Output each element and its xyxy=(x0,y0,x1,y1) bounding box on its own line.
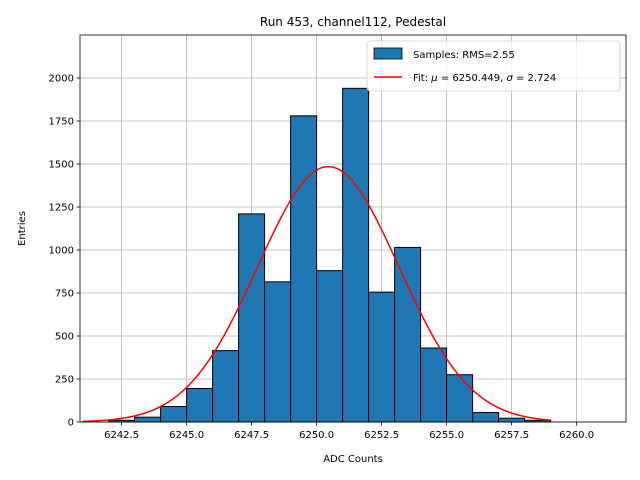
histogram-bar xyxy=(134,416,162,423)
y-axis: 0 250 500 750 1000 1250 1500 1750 2000 xyxy=(49,74,80,429)
histogram-bar xyxy=(212,350,240,423)
y-tick-label: 1500 xyxy=(49,160,74,171)
x-tick-label: 6245.0 xyxy=(169,430,204,441)
histogram-bar xyxy=(446,374,474,423)
histogram-bar xyxy=(238,213,266,423)
x-tick-label: 6250.0 xyxy=(299,430,334,441)
legend-fit-sigma-symbol: σ xyxy=(506,73,513,84)
x-tick-label: 6247.5 xyxy=(234,430,269,441)
histogram-bar xyxy=(472,412,500,423)
legend-swatch-samples xyxy=(373,47,403,60)
y-tick-label: 500 xyxy=(55,332,74,343)
y-tick-label: 1000 xyxy=(49,246,74,257)
x-tick-label: 6252.5 xyxy=(364,430,399,441)
histogram-bar xyxy=(394,246,422,423)
y-tick-label: 1250 xyxy=(49,203,74,214)
histogram-bar xyxy=(420,347,448,423)
chart-title: Run 453, channel112, Pedestal xyxy=(260,15,446,29)
y-tick-label: 2000 xyxy=(49,74,74,85)
histogram-bar xyxy=(368,291,396,423)
histogram-bar xyxy=(498,417,526,423)
legend-fit-sigma-value: = 2.724 xyxy=(513,73,556,84)
x-tick-label: 6257.5 xyxy=(494,430,529,441)
y-tick-label: 250 xyxy=(55,375,74,386)
legend-fit-prefix: Fit: xyxy=(413,73,431,84)
histogram-bar xyxy=(160,406,188,423)
legend-label-samples: Samples: RMS=2.55 xyxy=(413,50,515,61)
histogram-bar xyxy=(264,281,292,423)
legend-fit-mu-symbol: μ xyxy=(430,73,437,84)
y-tick-label: 750 xyxy=(55,289,74,300)
legend-fit-mu-value: = 6250.449, xyxy=(438,73,507,84)
y-axis-label: Entries xyxy=(17,211,28,246)
x-axis-label: ADC Counts xyxy=(323,454,383,465)
plot-frame xyxy=(79,34,627,423)
fit-curve xyxy=(82,165,551,423)
x-tick-label: 6255.0 xyxy=(429,430,464,441)
legend-label-fit: Fit: μ = 6250.449, σ = 2.724 xyxy=(413,73,556,84)
histogram-bar xyxy=(316,270,344,423)
x-tick-label: 6260.0 xyxy=(559,430,594,441)
y-tick-label: 1750 xyxy=(49,117,74,128)
legend-box xyxy=(366,40,621,92)
legend: Samples: RMS=2.55 Fit: μ = 6250.449, σ =… xyxy=(366,40,621,92)
histogram-bar xyxy=(290,115,318,423)
histogram-bar xyxy=(342,87,370,423)
histogram-bar xyxy=(186,387,214,423)
x-axis: 6242.5 6245.0 6247.5 6250.0 6252.5 6255.0 6257… xyxy=(104,422,594,441)
x-tick-label: 6242.5 xyxy=(104,430,139,441)
y-tick-label: 0 xyxy=(68,418,74,429)
histogram-bars xyxy=(108,87,552,423)
